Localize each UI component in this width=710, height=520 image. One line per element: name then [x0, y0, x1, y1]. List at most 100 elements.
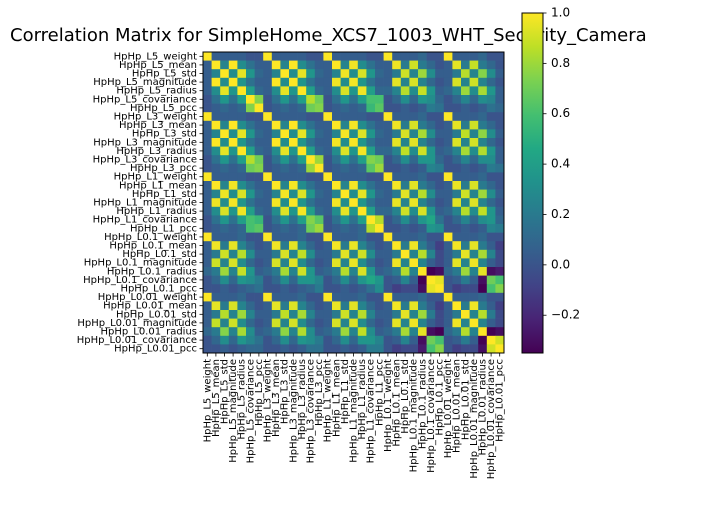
- heatmap-cell: [478, 86, 488, 96]
- heatmap-cell: [246, 241, 255, 251]
- heatmap-cell: [306, 120, 316, 130]
- heatmap-cell: [400, 310, 410, 319]
- heatmap-cell: [383, 69, 393, 79]
- heatmap-cell: [375, 224, 384, 233]
- heatmap-cell: [323, 301, 333, 311]
- heatmap-cell: [383, 172, 393, 182]
- heatmap-cell: [426, 95, 436, 104]
- heatmap-cell: [211, 344, 221, 354]
- heatmap-cell: [237, 241, 247, 251]
- heatmap-cell: [306, 155, 316, 165]
- heatmap-cell: [426, 327, 436, 337]
- heatmap-cell: [435, 77, 445, 87]
- heatmap-cell: [426, 112, 436, 122]
- heatmap-cell: [211, 181, 221, 190]
- heatmap-cell: [228, 284, 238, 294]
- y-tick-label: HpHp_L3_covariance: [93, 155, 197, 166]
- heatmap-cell: [349, 146, 359, 156]
- heatmap-cell: [297, 206, 307, 216]
- heatmap-cell: [280, 327, 290, 337]
- heatmap-cell: [426, 241, 436, 251]
- heatmap-cell: [478, 301, 488, 311]
- heatmap-cell: [375, 112, 384, 122]
- heatmap-cell: [418, 60, 427, 70]
- x-tick-label: HpHp_L1_std: [340, 359, 351, 424]
- heatmap-cell: [452, 181, 462, 190]
- heatmap-cell: [297, 120, 307, 130]
- heatmap-cell: [289, 335, 298, 345]
- heatmap-cell: [383, 224, 393, 233]
- heatmap-cell: [409, 95, 419, 104]
- heatmap-cell: [314, 224, 324, 233]
- y-tick-label: HpHp_L5_weight: [114, 51, 197, 62]
- heatmap-cell: [366, 163, 376, 173]
- heatmap-cell: [203, 146, 212, 156]
- heatmap-cell: [486, 241, 496, 251]
- heatmap-cell: [246, 52, 255, 61]
- heatmap-cell: [392, 258, 402, 268]
- heatmap-cell: [246, 77, 255, 87]
- heatmap-cell: [461, 103, 470, 113]
- heatmap-cell: [332, 310, 341, 319]
- heatmap-cell: [357, 103, 367, 113]
- heatmap-cell: [237, 181, 247, 190]
- heatmap-cell: [443, 138, 453, 147]
- heatmap-cells: [203, 52, 505, 354]
- x-tick-label: HpHp_L1_covariance: [366, 359, 377, 463]
- heatmap-cell: [314, 318, 324, 328]
- heatmap-cell: [375, 206, 384, 216]
- heatmap-cell: [375, 327, 384, 337]
- heatmap-cell: [323, 103, 333, 113]
- heatmap-cell: [228, 60, 238, 70]
- heatmap-cell: [306, 335, 316, 345]
- heatmap-cell: [280, 112, 290, 122]
- heatmap-cell: [211, 189, 221, 199]
- heatmap-cell: [228, 155, 238, 165]
- heatmap-cell: [478, 327, 488, 337]
- heatmap-cell: [254, 224, 264, 233]
- heatmap-cell: [203, 292, 212, 302]
- heatmap-cell: [357, 327, 367, 337]
- heatmap-cell: [332, 52, 341, 61]
- y-tick-label: HpHp_L0.01_covariance: [77, 335, 197, 346]
- heatmap-cell: [332, 241, 341, 251]
- heatmap-cell: [469, 77, 479, 87]
- heatmap-cell: [228, 86, 238, 96]
- heatmap-cell: [478, 241, 488, 251]
- heatmap-cell: [211, 60, 221, 70]
- heatmap-cell: [426, 163, 436, 173]
- heatmap-cell: [289, 86, 298, 96]
- y-tick-label: HpHp_L5_radius: [116, 86, 197, 97]
- heatmap-cell: [323, 69, 333, 79]
- colorbar-tick-label: 0.2: [551, 207, 570, 221]
- heatmap-cell: [443, 129, 453, 139]
- x-tick-label: HpHp_L0.01_std: [460, 359, 471, 440]
- y-tick-label: HpHp_L0.1_weight: [104, 232, 197, 243]
- heatmap-cell: [409, 215, 419, 225]
- heatmap-cell: [254, 249, 264, 259]
- heatmap-cell: [366, 86, 376, 96]
- heatmap-cell: [435, 172, 445, 182]
- heatmap-cell: [289, 267, 298, 276]
- heatmap-cell: [306, 215, 316, 225]
- heatmap-cell: [375, 146, 384, 156]
- heatmap-cell: [383, 60, 393, 70]
- heatmap-cell: [263, 189, 273, 199]
- heatmap-cell: [263, 275, 273, 285]
- heatmap-cell: [203, 172, 212, 182]
- heatmap-cell: [461, 163, 470, 173]
- heatmap-cell: [332, 275, 341, 285]
- heatmap-cell: [461, 258, 470, 268]
- heatmap-cell: [435, 327, 445, 337]
- heatmap-cell: [400, 112, 410, 122]
- heatmap-cell: [246, 275, 255, 285]
- heatmap-cell: [383, 241, 393, 251]
- heatmap-cell: [400, 318, 410, 328]
- heatmap-cell: [461, 129, 470, 139]
- heatmap-cell: [435, 103, 445, 113]
- heatmap-cell: [392, 52, 402, 61]
- heatmap-cell: [426, 224, 436, 233]
- heatmap-cell: [220, 232, 230, 242]
- heatmap-cell: [289, 112, 298, 122]
- heatmap-cell: [461, 284, 470, 294]
